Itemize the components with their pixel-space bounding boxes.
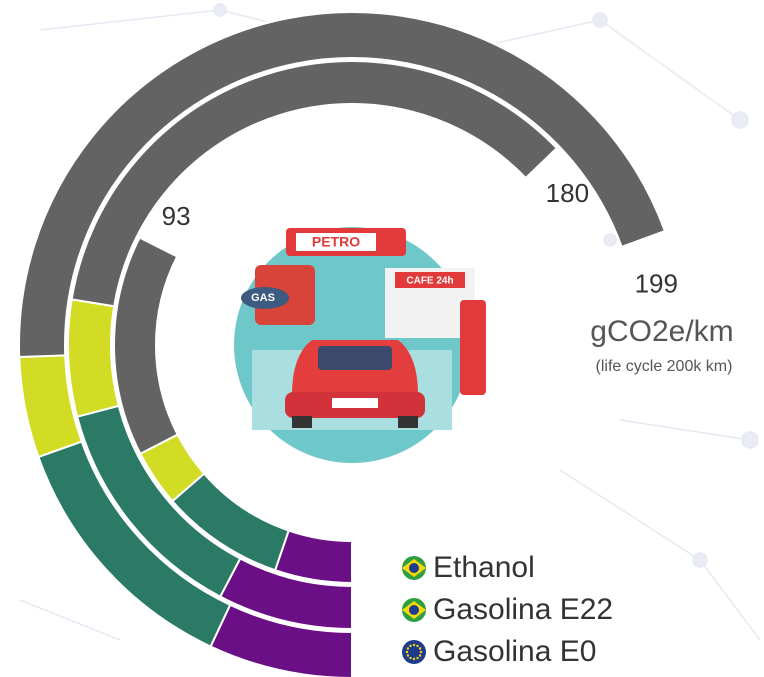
total-label: 93 [162, 201, 191, 231]
ring-segment [67, 298, 121, 418]
flag-star [409, 644, 412, 648]
legend-label: Gasolina E22 [433, 593, 613, 626]
cafe-text: CAFE 24h [406, 276, 453, 287]
flag-star [405, 650, 409, 654]
legend-item: Gasolina E0 [402, 635, 596, 668]
unit-note: (life cycle 200k km) [596, 358, 733, 375]
flag-star [416, 656, 419, 660]
flag-star [418, 647, 422, 650]
ring-segment [113, 236, 179, 456]
ring-segment [70, 60, 559, 308]
flag-star [419, 650, 423, 654]
sign-text: PETRO [312, 234, 360, 250]
ring-segment [18, 11, 667, 359]
total-label: 199 [635, 269, 678, 299]
flag-star [406, 654, 410, 657]
flag-star [409, 656, 412, 660]
legend-label: Gasolina E0 [433, 635, 596, 668]
rings [18, 11, 667, 677]
truck-text: GAS [251, 292, 275, 304]
flag-icon [409, 563, 419, 573]
center-illustration: PETRO CAFE 24h GAS [234, 227, 486, 463]
legend-item: Gasolina E22 [402, 593, 613, 626]
flag-star [418, 654, 422, 657]
flag-icon [409, 605, 419, 615]
unit-label: gCO2e/km [590, 315, 733, 348]
flag-star [412, 643, 416, 647]
flag-star [412, 657, 416, 661]
total-label: 180 [546, 178, 589, 208]
flag-star [406, 647, 410, 650]
flag-icon [402, 640, 426, 664]
legend: Ethanol Gasolina E22 Gasolina E0 [402, 551, 613, 668]
legend-item: Ethanol [402, 551, 535, 584]
flag-star [416, 644, 419, 648]
legend-label: Ethanol [433, 551, 535, 584]
